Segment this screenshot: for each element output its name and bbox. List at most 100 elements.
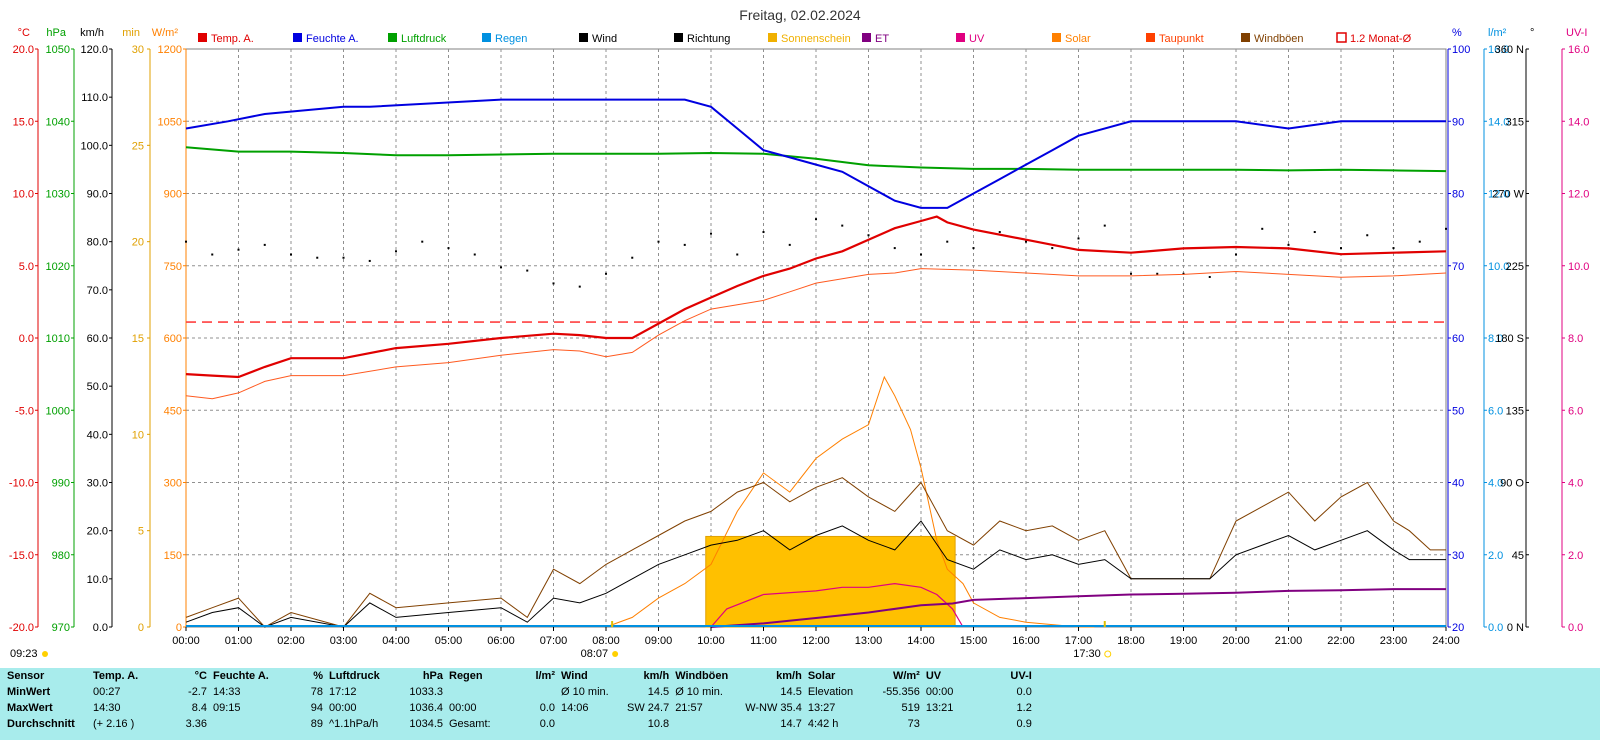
right-tick-label: 360 N — [1495, 44, 1524, 56]
left-tick-label: 0.0 — [93, 622, 108, 634]
stats-header-rain-unit: l/m² — [535, 670, 555, 682]
stats-cell: 4:42 h — [807, 718, 839, 730]
stats-header-uv-unit: UV-I — [1010, 670, 1032, 682]
right-tick-label: 8.0 — [1568, 333, 1583, 345]
stats-cell: 0.0 — [1016, 686, 1032, 698]
left-tick-label: 600 — [164, 333, 182, 345]
stats-row-label: MinWert — [7, 686, 51, 698]
statistics-table: Sensor Temp. A. °C Feuchte A. % Luftdruc… — [4, 668, 1035, 732]
legend-swatch — [482, 33, 491, 42]
x-tick-label: 23:00 — [1380, 635, 1408, 647]
stats-cell — [923, 716, 989, 732]
et-line — [710, 588, 1446, 628]
direction-point — [710, 232, 712, 235]
stats-cell: 10.8 — [647, 718, 670, 730]
stats-cell: 00:27 — [93, 686, 121, 698]
direction-point — [447, 247, 450, 250]
x-tick-label: 13:00 — [855, 635, 883, 647]
stats-cell: Ø 10 min. — [675, 686, 723, 698]
right-tick-label: 2.0 — [1488, 550, 1503, 562]
left-tick-label: 80.0 — [87, 237, 108, 249]
stats-row-label: MaxWert — [7, 702, 53, 714]
left-axis-unit: km/h — [80, 27, 104, 39]
x-tick-label: 21:00 — [1275, 635, 1303, 647]
left-axis-unit: W/m² — [152, 27, 179, 39]
x-tick-label: 03:00 — [330, 635, 358, 647]
right-tick-label: 90 O — [1500, 478, 1524, 490]
stats-header-wind: Wind — [561, 670, 588, 682]
left-tick-label: -15.0 — [9, 550, 34, 562]
stats-cell — [672, 716, 742, 732]
stats-cell: 17:12 — [329, 686, 357, 698]
stats-cell: 3.36 — [185, 718, 207, 730]
x-tick-label: 05:00 — [435, 635, 463, 647]
right-tick-label: 225 — [1506, 261, 1524, 273]
left-tick-label: 30.0 — [87, 478, 108, 490]
humidity-line — [185, 98, 1446, 209]
right-tick-label: 14.0 — [1568, 116, 1589, 128]
legend-label: Feuchte A. — [306, 33, 359, 45]
dewpoint-line — [185, 268, 1447, 400]
weather-chart: Freitag, 02.02.2024 Temp. A. Feuchte A. Lu… — [8, 7, 1590, 660]
stats-cell: -2.7 — [188, 686, 207, 698]
left-tick-label: -20.0 — [9, 622, 34, 634]
direction-point — [526, 269, 529, 272]
left-tick-label: 990 — [52, 478, 70, 490]
left-tick-label: 5 — [138, 526, 144, 538]
right-tick-label: 70 — [1452, 261, 1464, 273]
stats-cell: SW 24.7 — [627, 702, 670, 714]
stats-header-solar-unit: W/m² — [892, 670, 920, 682]
stats-header-rain: Regen — [449, 670, 483, 682]
stats-cell: 21:57 — [675, 702, 703, 714]
x-tick-label: 00:00 — [172, 635, 200, 647]
stats-cell: 09:15 — [213, 702, 241, 714]
direction-point — [211, 253, 214, 256]
left-tick-label: 25 — [132, 140, 144, 152]
solar-line — [605, 375, 1095, 628]
direction-point — [1156, 272, 1159, 275]
direction-point — [185, 240, 187, 243]
right-tick-label: 6.0 — [1488, 405, 1503, 417]
stats-cell: -55.356 — [882, 686, 920, 698]
stats-cell: 00:00 — [329, 702, 357, 714]
stats-cell: 1036.4 — [409, 702, 443, 714]
left-tick-label: 20.0 — [13, 44, 34, 56]
direction-point — [1445, 227, 1447, 230]
stats-cell: 14.5 — [780, 686, 802, 698]
sunrise-sun-icon — [612, 651, 619, 657]
direction-point — [1313, 231, 1316, 234]
direction-point — [395, 250, 397, 253]
left-tick-label: 1050 — [158, 116, 182, 128]
legend-swatch — [1336, 32, 1347, 43]
right-tick-label: 12.0 — [1568, 189, 1589, 201]
direction-point — [788, 243, 791, 246]
stats-cell: 13:21 — [925, 702, 954, 714]
left-tick-label: 10.0 — [87, 574, 108, 586]
right-tick-label: 20 — [1452, 622, 1464, 634]
legend-swatch — [768, 33, 777, 42]
axes: 20.0 15.0 10.0 5.0 0.0 -5.0 -10.0 -15.0 -20.0 °C 1… — [9, 27, 1590, 634]
direction-point — [1261, 227, 1264, 230]
left-tick-label: 150 — [164, 550, 182, 562]
stats-cell: 519 — [901, 702, 920, 714]
x-tick-label: 02:00 — [277, 635, 305, 647]
chart-title: Freitag, 02.02.2024 — [739, 7, 861, 23]
left-tick-label: 970 — [52, 622, 70, 634]
right-tick-label: 10.0 — [1488, 261, 1509, 273]
direction-point — [1130, 272, 1132, 275]
legend: Temp. A. Feuchte A. Luftdruck Regen Wind Rich… — [198, 32, 1412, 45]
legend-swatch — [674, 33, 683, 42]
right-tick-label: 14.0 — [1488, 116, 1509, 128]
left-tick-label: 20.0 — [87, 526, 108, 538]
right-tick-label: 16.0 — [1568, 44, 1589, 56]
right-tick-label: 0.0 — [1488, 622, 1503, 634]
stats-cell: Gesamt: — [449, 718, 491, 730]
stats-row-avg: Durchschnitt (+ 2.16 ) 3.36 89 ^1.1hPa/h… — [4, 716, 1035, 732]
legend-label: Richtung — [687, 33, 730, 45]
stats-cell — [446, 684, 516, 700]
left-axis-unit: min — [122, 27, 140, 39]
x-axis: 00:00 01:00 02:00 03:00 04:00 05:00 06:00 07:00… — [172, 627, 1460, 647]
right-tick-label: 135 — [1506, 405, 1524, 417]
stats-cell: 0.0 — [539, 702, 555, 714]
legend-label: Luftdruck — [401, 33, 447, 45]
